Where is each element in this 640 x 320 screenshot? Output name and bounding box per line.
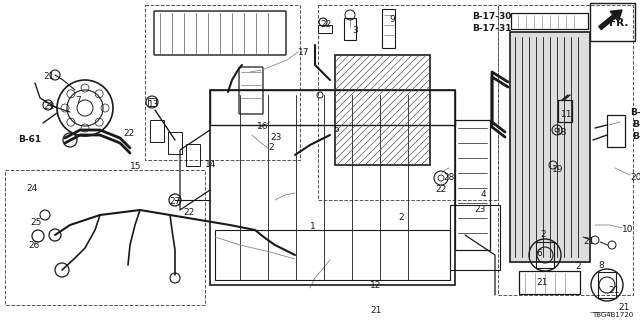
Text: 21: 21	[43, 72, 54, 81]
Text: 14: 14	[205, 160, 216, 169]
Text: 5: 5	[333, 125, 339, 134]
Bar	[145, 5, 300, 160]
Bar	[344, 18, 356, 40]
Text: TBG4B1720: TBG4B1720	[592, 312, 633, 318]
Bar	[536, 242, 554, 268]
Text: 24: 24	[26, 184, 37, 193]
Bar	[168, 132, 182, 154]
Text: 18: 18	[556, 128, 568, 137]
Text: 23: 23	[270, 133, 282, 142]
Text: 22: 22	[123, 129, 134, 138]
Text: 22: 22	[320, 20, 332, 29]
Text: 6: 6	[536, 249, 541, 258]
Text: 21: 21	[608, 286, 620, 295]
Text: B-60-2: B-60-2	[632, 132, 640, 141]
Text: B-61: B-61	[18, 135, 41, 144]
Bar	[215, 230, 450, 280]
Text: 23: 23	[474, 205, 485, 214]
Text: 22: 22	[183, 208, 195, 217]
Text: 2: 2	[398, 213, 404, 222]
Bar	[210, 90, 455, 285]
Bar	[607, 115, 625, 147]
Text: 3: 3	[352, 26, 358, 35]
Text: FR.: FR.	[609, 18, 628, 28]
Bar	[186, 144, 200, 166]
FancyArrow shape	[599, 10, 622, 29]
Bar	[498, 5, 633, 295]
Bar	[318, 5, 498, 200]
Text: 21: 21	[536, 278, 547, 287]
Text: 21: 21	[370, 306, 381, 315]
Text: 2: 2	[540, 230, 546, 239]
Text: B-17-31: B-17-31	[472, 24, 511, 33]
Text: 22: 22	[435, 185, 446, 194]
Text: 17: 17	[298, 48, 310, 57]
Text: 19: 19	[552, 165, 563, 174]
Text: 2: 2	[575, 262, 580, 271]
Bar	[455, 120, 490, 250]
Text: 11: 11	[561, 110, 573, 119]
Text: 21: 21	[43, 102, 54, 111]
Bar	[450, 205, 500, 270]
Text: 2: 2	[268, 143, 274, 152]
Text: 21: 21	[583, 237, 595, 246]
Bar	[150, 120, 164, 142]
Bar	[148, 98, 156, 106]
Text: 4: 4	[481, 190, 486, 199]
Bar	[318, 25, 332, 33]
Text: 13: 13	[148, 100, 159, 109]
Bar	[558, 100, 572, 122]
Text: 7: 7	[75, 96, 81, 105]
Bar	[590, 3, 635, 41]
Text: B-60-1: B-60-1	[632, 120, 640, 129]
Bar	[210, 90, 455, 125]
Text: 8: 8	[598, 261, 604, 270]
Bar	[510, 32, 590, 262]
Text: B-60: B-60	[630, 108, 640, 117]
Bar	[335, 55, 430, 165]
Text: 27: 27	[169, 197, 180, 206]
Text: 15: 15	[130, 162, 141, 171]
Text: 10: 10	[622, 225, 634, 234]
Text: 21: 21	[618, 303, 629, 312]
Text: 20: 20	[630, 173, 640, 182]
Bar	[598, 272, 616, 298]
Text: 12: 12	[370, 281, 381, 290]
Text: 28: 28	[443, 173, 454, 182]
Text: B-17-30: B-17-30	[472, 12, 511, 21]
Text: 26: 26	[28, 241, 40, 250]
Text: 9: 9	[389, 15, 395, 24]
Text: 16: 16	[257, 122, 269, 131]
Bar	[5, 170, 205, 305]
Text: 1: 1	[310, 222, 316, 231]
Text: 25: 25	[30, 218, 42, 227]
